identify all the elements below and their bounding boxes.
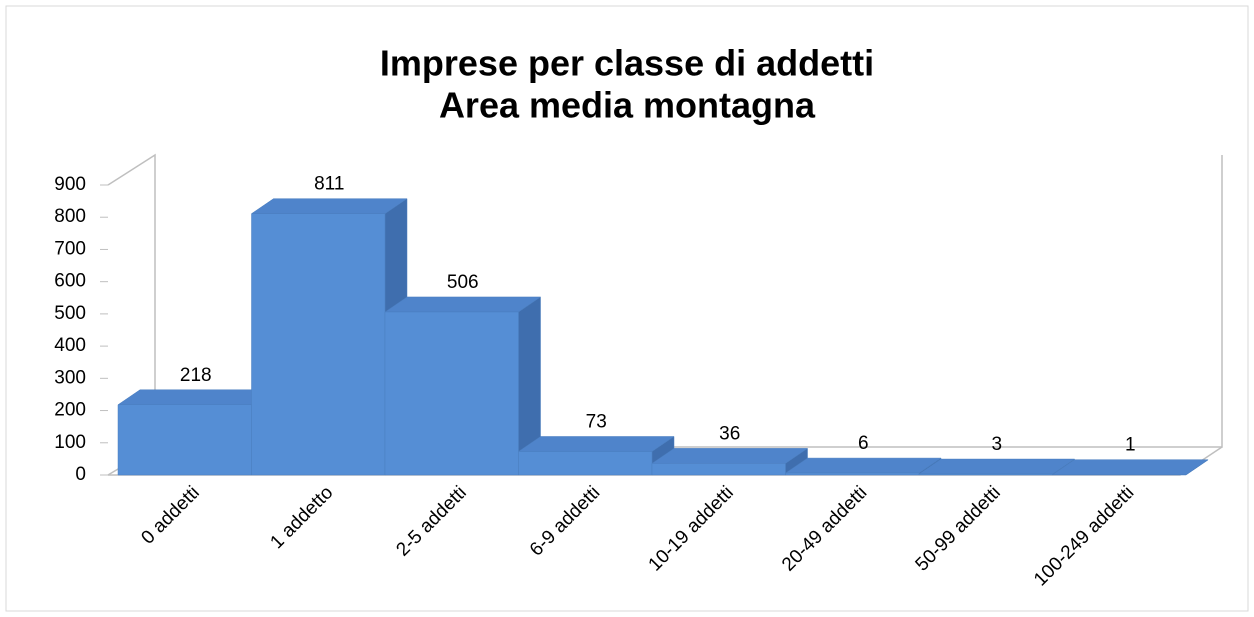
data-label: 3 (991, 434, 1002, 455)
bar-top (517, 436, 675, 452)
bar-front (518, 451, 653, 476)
bar-front (918, 473, 1053, 476)
bar (384, 296, 542, 476)
y-tick-label: 800 (54, 206, 86, 227)
bar (117, 389, 275, 476)
chart-title: Imprese per classe di addetti (380, 43, 874, 84)
y-tick-label: 300 (54, 367, 86, 388)
y-tick-label: 400 (54, 335, 86, 356)
chart-border (5, 5, 1249, 612)
bar-top (651, 448, 809, 464)
data-label: 73 (586, 411, 607, 432)
y-tick-label: 100 (54, 432, 86, 453)
y-tick-label: 900 (54, 174, 86, 195)
bar (1051, 459, 1209, 476)
y-tick-label: 500 (54, 303, 86, 324)
data-label: 6 (858, 433, 869, 454)
bar-top (250, 198, 408, 214)
bar-top (1051, 459, 1209, 475)
y-tick-label: 600 (54, 271, 86, 292)
bar-top (918, 458, 1076, 475)
bar-front (251, 213, 386, 476)
bar (651, 447, 809, 476)
y-tick-label: 0 (75, 464, 86, 485)
data-label: 506 (447, 272, 479, 293)
bar (250, 198, 408, 476)
data-label: 218 (180, 365, 212, 386)
bar-front (651, 463, 786, 476)
bar (918, 458, 1076, 476)
chart-subtitle: Area media montagna (439, 85, 816, 126)
bar-top (784, 457, 942, 474)
data-label: 36 (719, 423, 740, 444)
bar (784, 457, 942, 476)
bar-front (384, 311, 519, 476)
bar-front (117, 404, 252, 476)
data-label: 811 (314, 174, 344, 195)
bar (517, 436, 675, 476)
bar-top (384, 296, 542, 313)
bar-front (785, 472, 920, 476)
data-label: 1 (1125, 435, 1136, 456)
y-tick-label: 200 (54, 400, 86, 421)
y-tick-label: 700 (54, 238, 86, 259)
bar-top (117, 389, 275, 406)
